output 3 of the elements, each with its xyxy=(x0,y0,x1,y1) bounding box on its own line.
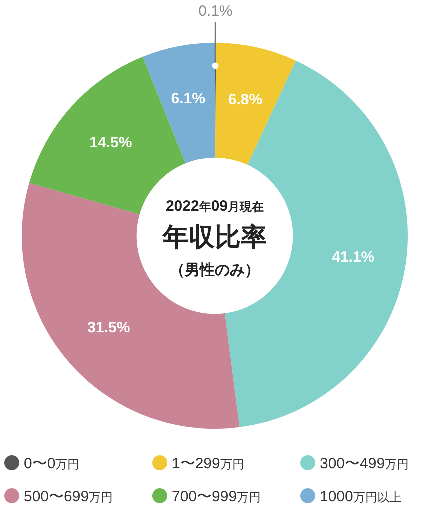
annotation: （男性のみ） xyxy=(170,262,260,279)
subtitle: 2022年09月現在 xyxy=(166,198,264,215)
title: 年収比率 xyxy=(163,222,267,252)
